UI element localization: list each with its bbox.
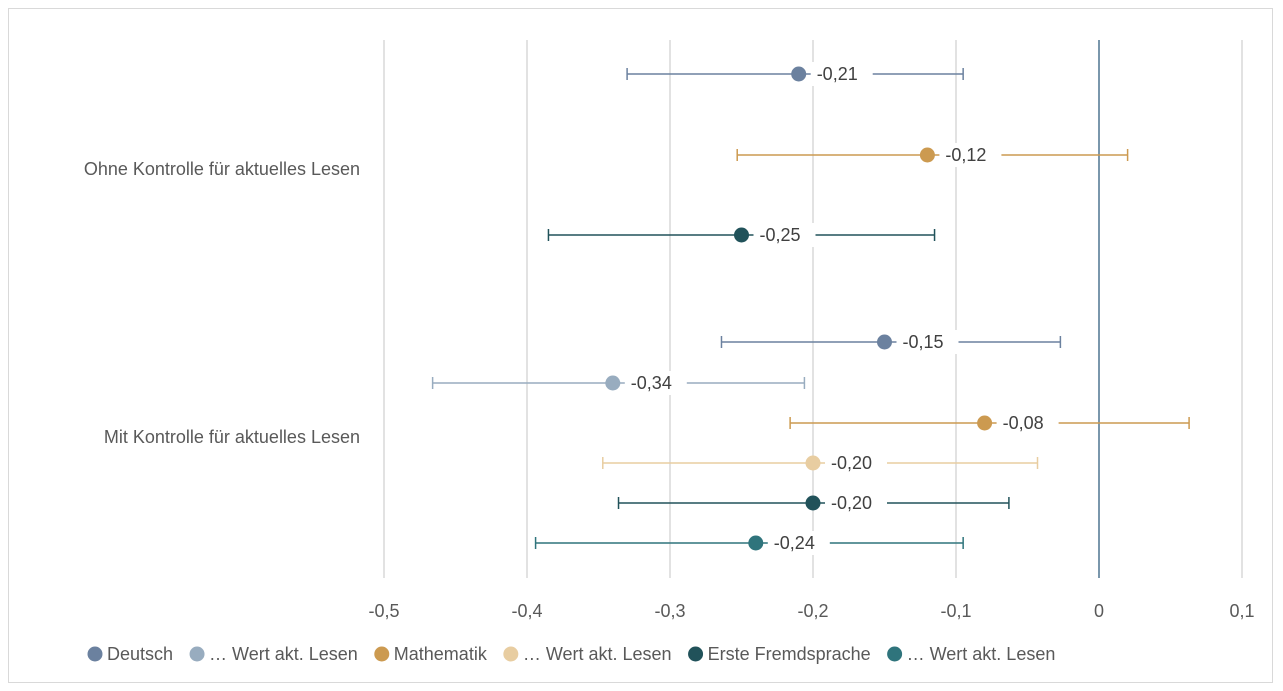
data-label: -0,20 <box>831 493 872 513</box>
error-bar-row: -0,34 <box>431 371 806 395</box>
error-bar-row: -0,24 <box>534 531 964 555</box>
data-label-bg <box>825 451 887 475</box>
error-bar-row: -0,21 <box>626 62 964 86</box>
point-marker <box>805 455 821 471</box>
error-bar-row: -0,25 <box>547 223 936 247</box>
data-label: -0,15 <box>903 332 944 352</box>
legend-item: Mathematik <box>374 644 488 664</box>
x-tick-label: 0,1 <box>1229 601 1254 621</box>
point-marker <box>748 535 764 551</box>
legend-label: Erste Fremdsprache <box>708 644 871 664</box>
data-label-bg <box>753 223 816 247</box>
x-tick-label: 0 <box>1094 601 1104 621</box>
error-bar-row: -0,12 <box>736 143 1129 167</box>
data-label: -0,34 <box>631 373 672 393</box>
data-label-bg <box>996 411 1059 435</box>
legend: Deutsch … Wert akt. Lesen Mathematik … Wert… <box>87 644 1055 664</box>
legend-marker <box>887 646 903 662</box>
legend-label: Mathematik <box>394 644 488 664</box>
x-tick-label: -0,3 <box>654 601 685 621</box>
legend-label: … Wert akt. Lesen <box>523 644 672 664</box>
category-labels: Ohne Kontrolle für aktuelles Lesen Mit Ko… <box>84 159 360 447</box>
legend-item: … Wert akt. Lesen <box>189 644 358 664</box>
legend-item: … Wert akt. Lesen <box>887 644 1055 664</box>
legend-label: Deutsch <box>107 644 173 664</box>
data-label: -0,20 <box>831 453 872 473</box>
legend-item: Erste Fremdsprache <box>688 644 871 664</box>
data-label: -0,08 <box>1003 413 1044 433</box>
data-label-bg <box>624 371 687 395</box>
point-marker <box>805 495 821 511</box>
chart-frame <box>8 8 1273 683</box>
legend-marker <box>688 646 704 662</box>
data-label-bg <box>825 491 887 515</box>
data-label-bg <box>896 330 959 354</box>
legend-item: Deutsch <box>87 644 173 664</box>
category-label: Mit Kontrolle für aktuelles Lesen <box>104 427 360 447</box>
point-marker <box>977 415 993 431</box>
point-marker <box>919 147 935 163</box>
gridlines <box>383 40 1243 578</box>
error-bar-row: -0,20 <box>617 491 1010 515</box>
error-bar-row: -0,15 <box>720 330 1062 354</box>
point-marker <box>877 334 892 350</box>
x-tick-label: -0,4 <box>511 601 542 621</box>
error-bar-row: -0,08 <box>789 411 1190 435</box>
data-label-bg <box>767 531 830 555</box>
data-label: -0,21 <box>817 64 858 84</box>
data-label: -0,25 <box>760 225 801 245</box>
data-label-bg <box>939 143 1002 167</box>
point-marker <box>734 227 749 243</box>
point-marker <box>605 375 621 391</box>
data-label: -0,24 <box>774 533 815 553</box>
x-tick-label: -0,2 <box>797 601 828 621</box>
legend-marker <box>374 646 390 662</box>
data-label-bg <box>810 62 873 86</box>
error-bar-row: -0,20 <box>602 451 1039 475</box>
x-tick-label: -0,5 <box>368 601 399 621</box>
legend-label: … Wert akt. Lesen <box>907 644 1056 664</box>
x-axis-ticks: -0,5 -0,4 -0,3 -0,2 -0,1 0 0,1 <box>368 601 1254 621</box>
point-marker <box>791 66 807 82</box>
data-label: -0,12 <box>945 145 986 165</box>
x-tick-label: -0,1 <box>940 601 971 621</box>
legend-marker <box>503 646 519 662</box>
category-label: Ohne Kontrolle für aktuelles Lesen <box>84 159 360 179</box>
legend-label: … Wert akt. Lesen <box>209 644 358 664</box>
legend-marker <box>189 646 205 662</box>
legend-item: … Wert akt. Lesen <box>503 644 672 664</box>
error-bars: -0,21 -0,12 -0,25 -0,15 -0,34 -0,08 -0,20 -0,20… <box>431 62 1190 555</box>
legend-marker <box>87 646 103 662</box>
